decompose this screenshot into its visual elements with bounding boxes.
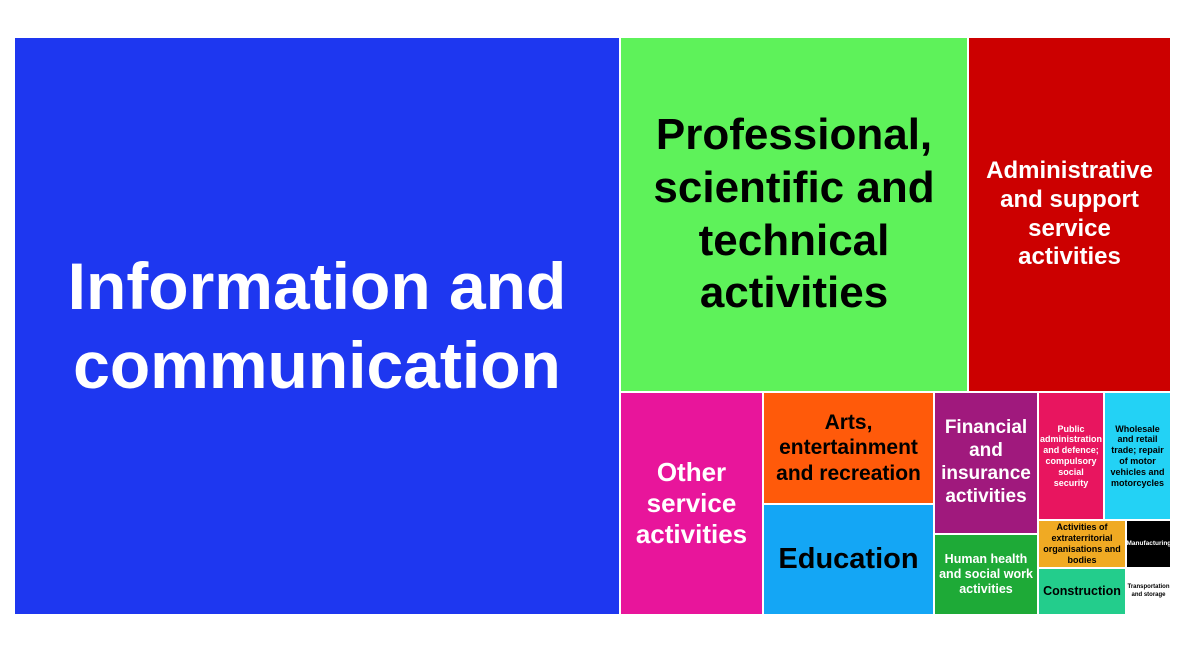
treemap-tile-transportation-and-storage: Transportation and storage [1126, 568, 1171, 615]
treemap-tile-administrative-and-support-service-activities: Administrative and support service activ… [968, 37, 1171, 392]
treemap-tile-label: Professional, scientific and technical a… [653, 109, 935, 318]
treemap-tile-activities-of-extraterritorial-organisations-and-bodies: Activities of extraterritorial organisat… [1038, 520, 1126, 568]
treemap-tile-public-administration-and-defence-compulsory-social-security: Public administration and defence; compu… [1038, 392, 1104, 520]
treemap-tile-label: Administrative and support service activ… [986, 156, 1153, 271]
treemap-tile-information-and-communication: Information and communication [14, 37, 620, 615]
treemap-tile-label: Public administration and defence; compu… [1040, 423, 1103, 488]
treemap-tile-human-health-and-social-work-activities: Human health and social work activities [934, 534, 1038, 615]
treemap-tile-manufacturing: Manufacturing [1126, 520, 1171, 568]
treemap-tile-label: Construction [1043, 584, 1121, 598]
treemap-tile-wholesale-and-retail-trade-repair-of-motor-vehicles-and-motorcycles: Wholesale and retail trade; repair of mo… [1104, 392, 1171, 520]
treemap-tile-professional-scientific-and-technical-activities: Professional, scientific and technical a… [620, 37, 968, 392]
treemap-tile-label: Manufacturing [1126, 540, 1171, 548]
treemap-tile-label: Financial and insurance activities [941, 417, 1031, 507]
treemap-tile-label: Transportation and storage [1127, 584, 1170, 598]
treemap-tile-other-service-activities: Other service activities [620, 392, 763, 615]
treemap-tile-education: Education [763, 504, 934, 615]
treemap-tile-construction: Construction [1038, 568, 1126, 615]
treemap-tile-label: Activities of extraterritorial organisat… [1043, 522, 1121, 565]
treemap-tile-label: Wholesale and retail trade; repair of mo… [1110, 423, 1165, 488]
treemap-tile-financial-and-insurance-activities: Financial and insurance activities [934, 392, 1038, 534]
treemap-tile-label: Human health and social work activities [939, 552, 1033, 596]
treemap-tile-label: Education [778, 543, 919, 576]
treemap-tile-arts-entertainment-and-recreation: Arts, entertainment and recreation [763, 392, 934, 504]
treemap-tile-label: Other service activities [635, 456, 748, 550]
treemap-tile-label: Arts, entertainment and recreation [776, 411, 921, 485]
treemap-tile-label: Information and communication [67, 248, 567, 402]
